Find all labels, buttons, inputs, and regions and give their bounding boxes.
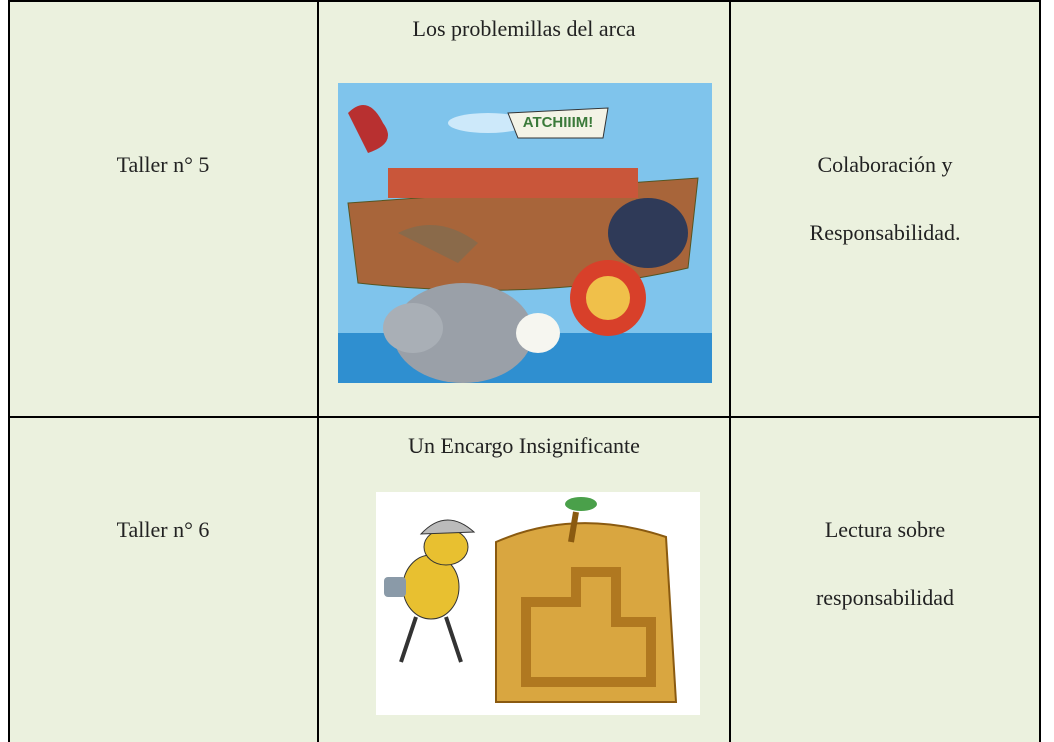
row-label: Taller n° 5 [116, 152, 210, 177]
description-line: Colaboración y [817, 152, 953, 177]
border [8, 0, 1041, 2]
border [8, 416, 1041, 418]
description-line: Responsabilidad. [809, 220, 961, 245]
row-title: Los problemillas del arca [412, 16, 636, 41]
row-label: Taller n° 6 [116, 517, 210, 542]
ant-illustration [376, 492, 700, 715]
description-line: responsabilidad [815, 585, 955, 610]
image-text: ATCHIIIM! [523, 114, 594, 131]
border [1039, 0, 1041, 742]
row-title: Un Encargo Insignificante [408, 433, 640, 458]
border [8, 0, 10, 742]
description-line: Lectura sobre [824, 517, 946, 542]
border [729, 0, 731, 742]
ark-illustration: ATCHIIIM! [338, 83, 712, 383]
border [317, 0, 319, 742]
